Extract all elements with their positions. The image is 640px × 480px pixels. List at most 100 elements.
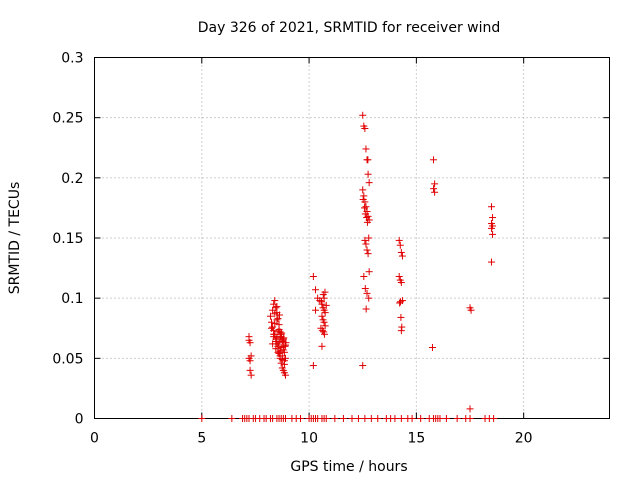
data-point bbox=[359, 195, 367, 203]
data-point bbox=[318, 342, 326, 350]
x-tick-label: 15 bbox=[407, 431, 425, 447]
zero-data-point bbox=[374, 415, 382, 422]
zero-data-point bbox=[408, 415, 416, 422]
data-point bbox=[309, 362, 317, 370]
data-point bbox=[312, 306, 320, 314]
zero-data-point bbox=[339, 415, 347, 422]
data-point bbox=[430, 185, 438, 193]
zero-data-point bbox=[361, 415, 369, 422]
data-point bbox=[361, 210, 369, 218]
data-point bbox=[398, 252, 406, 260]
data-point bbox=[362, 305, 370, 313]
data-point bbox=[489, 214, 497, 222]
data-point bbox=[487, 203, 495, 211]
y-axis-label: SRMTID / TECUs bbox=[7, 182, 23, 295]
x-tick-label: 20 bbox=[515, 431, 533, 447]
data-point bbox=[270, 330, 278, 338]
data-point bbox=[467, 306, 475, 314]
zero-data-point bbox=[367, 415, 375, 422]
data-point bbox=[364, 170, 372, 178]
data-point bbox=[280, 334, 288, 342]
data-point bbox=[271, 310, 279, 318]
data-point bbox=[246, 366, 254, 374]
data-point bbox=[395, 236, 403, 244]
data-point bbox=[363, 246, 371, 254]
data-point bbox=[282, 339, 290, 347]
zero-data-point bbox=[490, 415, 498, 422]
data-point bbox=[274, 348, 282, 356]
y-tick-label: 0.05 bbox=[52, 351, 83, 367]
data-point bbox=[365, 179, 373, 187]
data-point bbox=[278, 356, 286, 364]
y-tick-label: 0.15 bbox=[52, 231, 83, 247]
data-point bbox=[396, 299, 404, 307]
data-point bbox=[395, 273, 403, 281]
data-point bbox=[272, 345, 280, 353]
data-point bbox=[396, 241, 404, 249]
data-point bbox=[246, 357, 254, 365]
data-point bbox=[359, 186, 367, 194]
data-point bbox=[397, 248, 405, 256]
data-point bbox=[487, 258, 495, 266]
data-point bbox=[364, 156, 372, 164]
data-point bbox=[266, 312, 274, 320]
data-point bbox=[279, 346, 287, 354]
data-point bbox=[359, 362, 367, 370]
zero-data-point bbox=[442, 415, 450, 422]
data-point bbox=[268, 318, 276, 326]
data-point bbox=[320, 294, 328, 302]
data-point bbox=[276, 352, 284, 360]
data-point bbox=[363, 218, 371, 226]
data-point bbox=[275, 339, 283, 347]
data-point bbox=[321, 330, 329, 338]
data-point bbox=[272, 304, 280, 312]
data-point bbox=[397, 327, 405, 335]
data-point bbox=[431, 180, 439, 188]
x-axis-label: GPS time / hours bbox=[290, 459, 407, 475]
data-point bbox=[318, 312, 326, 320]
y-tick-label: 0.1 bbox=[61, 291, 83, 307]
data-point bbox=[362, 145, 370, 153]
data-point bbox=[487, 224, 495, 232]
data-point bbox=[489, 230, 497, 238]
data-point bbox=[466, 405, 474, 413]
x-tick-label: 10 bbox=[300, 431, 318, 447]
data-point bbox=[280, 360, 288, 368]
zero-data-point bbox=[281, 415, 289, 422]
zero-data-point bbox=[354, 415, 362, 422]
grid-lines bbox=[94, 57, 610, 419]
data-point bbox=[365, 234, 373, 242]
data-point bbox=[361, 236, 369, 244]
zero-data-point bbox=[348, 415, 356, 422]
data-point bbox=[269, 323, 277, 331]
data-point bbox=[397, 313, 405, 321]
data-point bbox=[247, 371, 255, 379]
data-point bbox=[245, 336, 253, 344]
data-point bbox=[430, 156, 438, 164]
y-tick-label: 0 bbox=[75, 412, 84, 428]
data-point bbox=[364, 250, 372, 258]
data-point bbox=[278, 329, 286, 337]
x-tick-label: 5 bbox=[197, 431, 206, 447]
data-point bbox=[274, 315, 282, 323]
data-point bbox=[365, 268, 373, 276]
data-point bbox=[269, 340, 277, 348]
data-point bbox=[281, 342, 289, 350]
zero-data-point bbox=[198, 415, 206, 422]
data-point bbox=[281, 371, 289, 379]
zero-data-point bbox=[436, 415, 444, 422]
data-point bbox=[360, 273, 368, 281]
axis-ticks: 0 5 10 15 20 0 0.05 0.1 0.15 0.2 0.25 0.3 bbox=[52, 51, 610, 447]
zero-data-point bbox=[391, 415, 399, 422]
zero-data-point bbox=[331, 415, 339, 422]
chart-title: Day 326 of 2021, SRMTID for receiver win… bbox=[198, 20, 501, 36]
data-point bbox=[271, 319, 279, 327]
data-point bbox=[316, 297, 324, 305]
data-point bbox=[322, 301, 330, 309]
data-point bbox=[312, 286, 320, 294]
data-point bbox=[360, 192, 368, 200]
zero-data-point bbox=[417, 415, 425, 422]
data-point bbox=[275, 311, 283, 319]
data-point bbox=[279, 337, 287, 345]
